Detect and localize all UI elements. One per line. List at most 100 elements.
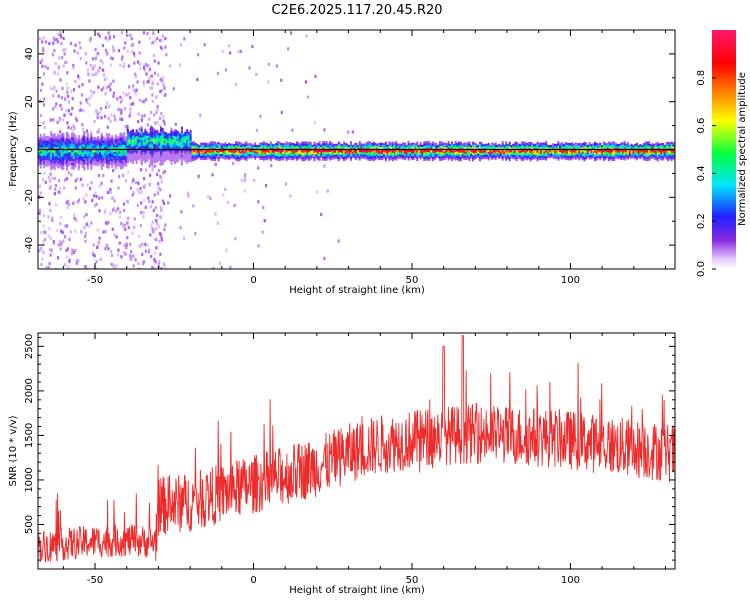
heatmap-band-cell (126, 160, 129, 164)
heatmap-noise-cell (150, 41, 153, 45)
heatmap-band-cell (553, 156, 556, 160)
heatmap-noise-cell (57, 243, 60, 247)
heatmap-band-cell (620, 144, 623, 148)
heatmap-band-cell (355, 155, 358, 159)
heatmap-band-cell (522, 158, 525, 161)
heatmap-band-cell (501, 158, 504, 161)
heatmap-band-cell (621, 152, 624, 156)
heatmap-noise-cell (140, 118, 143, 122)
heatmap-noise-cell (125, 127, 128, 131)
heatmap-band-cell (262, 158, 265, 161)
heatmap-band-cell (431, 141, 434, 144)
heatmap-noise-cell (126, 221, 129, 225)
heatmap-band-cell (102, 138, 105, 141)
heatmap-band-cell (128, 131, 131, 134)
heatmap-band-cell (180, 152, 183, 155)
heatmap-band-cell (386, 144, 389, 148)
heatmap-noise-cell (92, 90, 96, 95)
heatmap-band-cell (534, 150, 537, 153)
heatmap-band-cell (72, 165, 75, 168)
heatmap-noise-cell (126, 125, 129, 129)
heatmap-band-cell (166, 155, 169, 158)
heatmap-noise-cell (55, 37, 59, 42)
heatmap-band-cell (90, 150, 93, 153)
heatmap-band-cell (200, 144, 203, 148)
heatmap-band-cell (383, 149, 386, 153)
heatmap-band-cell (67, 140, 70, 144)
heatmap-band-cell (527, 141, 530, 145)
heatmap-band-cell (118, 155, 121, 159)
heatmap-band-cell (151, 135, 154, 138)
heatmap-band-cell (559, 153, 562, 157)
heatmap-band-cell (64, 140, 67, 143)
heatmap-noise-cell (95, 130, 99, 134)
heatmap-band-cell (651, 143, 654, 146)
heatmap-band-cell (496, 149, 499, 152)
heatmap-band-cell (212, 158, 215, 161)
heatmap-band-cell (266, 149, 269, 152)
heatmap-band-cell (173, 138, 176, 141)
heatmap-band-cell (53, 139, 56, 143)
heatmap-noise-cell (164, 37, 167, 41)
heatmap-band-cell (341, 154, 344, 158)
heatmap-noise-cell (67, 125, 70, 130)
heatmap-band-cell (99, 145, 102, 148)
heatmap-band-cell (65, 153, 68, 156)
heatmap-band-cell (72, 156, 75, 159)
heatmap-noise-cell (48, 42, 51, 46)
heatmap-noise-cell (106, 52, 109, 56)
heatmap-band-cell (557, 158, 560, 161)
heatmap-band-cell (74, 143, 77, 146)
heatmap-noise-cell (79, 101, 82, 105)
heatmap-band-cell (302, 143, 305, 147)
heatmap-noise-cell (110, 112, 113, 117)
heatmap-band-cell (594, 150, 597, 153)
heatmap-band-cell (365, 144, 368, 147)
heatmap-band-cell (649, 146, 652, 149)
heatmap-band-cell (112, 144, 115, 148)
heatmap-noise-cell (139, 224, 142, 228)
heatmap-noise-cell (129, 186, 133, 190)
heatmap-band-cell (489, 155, 492, 159)
heatmap-band-cell (65, 159, 68, 163)
heatmap-noise-cell (218, 261, 221, 265)
heatmap-noise-cell (67, 171, 70, 175)
heatmap-band-cell (182, 155, 185, 158)
heatmap-band-cell (379, 153, 382, 156)
heatmap-band-cell (545, 149, 548, 153)
heatmap-band-cell (38, 158, 40, 162)
heatmap-band-cell (550, 149, 553, 152)
heatmap-band-cell (90, 152, 93, 155)
heatmap-noise-cell (41, 47, 45, 51)
heatmap-noise-cell (159, 252, 162, 256)
heatmap-band-cell (541, 148, 544, 152)
heatmap-band-cell (539, 153, 542, 157)
heatmap-band-cell (419, 152, 422, 156)
heatmap-band-cell (227, 151, 230, 154)
heatmap-band-cell (147, 133, 150, 136)
heatmap-band-cell (60, 135, 63, 138)
heatmap-band-cell (126, 156, 129, 159)
heatmap-band-cell (494, 155, 497, 158)
heatmap-band-cell (194, 145, 197, 148)
heatmap-band-cell (165, 136, 168, 139)
heatmap-band-cell (292, 145, 295, 148)
heatmap-noise-cell (60, 96, 63, 100)
heatmap-band-cell (456, 142, 459, 146)
heatmap-noise-cell (224, 68, 228, 72)
heatmap-band-cell (173, 155, 176, 158)
heatmap-band-cell (79, 145, 82, 148)
heatmap-band-cell (412, 146, 415, 150)
heatmap-noise-cell (320, 212, 323, 217)
heatmap-band-cell (240, 144, 243, 148)
heatmap-noise-cell (62, 48, 65, 52)
heatmap-noise-cell (93, 73, 96, 77)
heatmap-band-cell (304, 141, 307, 144)
heatmap-noise-cell (66, 91, 69, 95)
heatmap-noise-cell (262, 205, 265, 210)
heatmap-band-cell (95, 143, 98, 147)
heatmap-noise-cell (47, 266, 50, 269)
heatmap-band-cell (137, 132, 140, 135)
heatmap-band-cell (546, 146, 549, 150)
